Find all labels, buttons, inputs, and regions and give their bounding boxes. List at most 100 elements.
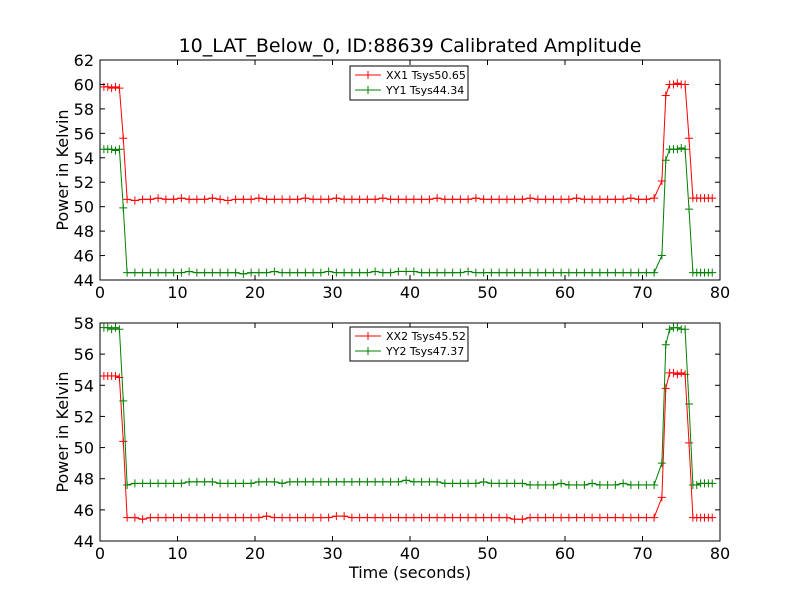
data-point xyxy=(254,194,263,203)
data-point xyxy=(495,195,504,204)
data-point xyxy=(161,268,170,277)
data-point xyxy=(371,477,380,486)
data-point xyxy=(223,513,232,522)
data-point xyxy=(270,195,279,204)
data-point xyxy=(386,513,395,522)
data-point xyxy=(510,479,519,488)
y-axis-label: Power in Kelvin xyxy=(53,109,72,230)
data-point xyxy=(526,480,535,489)
data-point xyxy=(208,513,217,522)
data-point xyxy=(619,479,628,488)
data-point xyxy=(588,268,597,277)
data-point xyxy=(340,512,349,521)
data-point xyxy=(177,479,186,488)
data-point xyxy=(146,195,155,204)
data-point xyxy=(332,477,341,486)
data-point xyxy=(309,513,318,522)
data-point xyxy=(247,268,256,277)
data-point xyxy=(471,479,480,488)
x-tick-label: 20 xyxy=(245,283,265,302)
data-point xyxy=(103,323,112,332)
data-point xyxy=(564,195,573,204)
data-point xyxy=(324,513,333,522)
data-point xyxy=(355,268,364,277)
data-point xyxy=(580,268,589,277)
data-point xyxy=(247,195,256,204)
data-point xyxy=(657,459,666,468)
data-point xyxy=(564,513,573,522)
data-point xyxy=(301,194,310,203)
data-point xyxy=(347,268,356,277)
data-point xyxy=(549,513,558,522)
data-point xyxy=(603,513,612,522)
data-point xyxy=(541,195,550,204)
data-point xyxy=(619,513,628,522)
data-point xyxy=(200,477,209,486)
data-point xyxy=(502,479,511,488)
data-point xyxy=(611,195,620,204)
data-point xyxy=(425,513,434,522)
data-point xyxy=(526,268,535,277)
data-point xyxy=(456,195,465,204)
data-point xyxy=(650,194,659,203)
y-tick-label: 58 xyxy=(74,100,94,119)
data-point xyxy=(123,513,132,522)
series-xx1 xyxy=(99,79,717,205)
data-point xyxy=(146,513,155,522)
data-point xyxy=(626,194,635,203)
x-tick-label: 30 xyxy=(322,544,342,563)
data-point xyxy=(611,268,620,277)
y-tick-label: 62 xyxy=(74,51,94,70)
data-point xyxy=(332,268,341,277)
data-point xyxy=(270,267,279,276)
data-point xyxy=(378,513,387,522)
data-point xyxy=(650,513,659,522)
data-point xyxy=(200,195,209,204)
data-point xyxy=(161,195,170,204)
data-point xyxy=(471,194,480,203)
y-tick-label: 44 xyxy=(74,532,94,551)
data-point xyxy=(464,513,473,522)
data-point xyxy=(363,513,372,522)
data-point xyxy=(223,268,232,277)
legend-label: XX2 Tsys45.52 xyxy=(386,330,466,343)
top-panel: 0 10 20 30 40 50 60 70 80 44 46 48 50 52 54 56 58 60 62 Pow… xyxy=(53,51,730,302)
data-point xyxy=(402,195,411,204)
data-point xyxy=(185,513,194,522)
data-point xyxy=(417,268,426,277)
data-point xyxy=(111,323,120,332)
legend-swatch-marker xyxy=(364,332,372,340)
y-tick-label: 50 xyxy=(74,198,94,217)
x-tick-label: 10 xyxy=(167,283,187,302)
data-point xyxy=(564,480,573,489)
data-point xyxy=(278,479,287,488)
data-point xyxy=(216,195,225,204)
data-point xyxy=(471,268,480,277)
data-point xyxy=(355,513,364,522)
bottom-panel: 0 10 20 30 40 50 60 70 80 44 46 48 50 52 54 56 58 Power i… xyxy=(53,314,730,563)
data-point xyxy=(549,268,558,277)
legend-box xyxy=(349,326,469,362)
data-point xyxy=(177,513,186,522)
legend-box xyxy=(349,65,469,101)
data-point xyxy=(285,195,294,204)
data-point xyxy=(138,479,147,488)
data-point xyxy=(572,194,581,203)
data-point xyxy=(223,479,232,488)
data-point xyxy=(650,268,659,277)
data-point xyxy=(378,477,387,486)
data-point xyxy=(425,195,434,204)
data-point xyxy=(464,195,473,204)
data-point xyxy=(119,134,128,143)
data-point xyxy=(595,195,604,204)
data-point xyxy=(262,512,271,521)
data-point xyxy=(611,480,620,489)
data-point xyxy=(510,195,519,204)
data-point xyxy=(541,480,550,489)
data-point xyxy=(673,370,682,379)
data-point xyxy=(510,515,519,524)
data-point xyxy=(564,268,573,277)
data-point xyxy=(216,479,225,488)
series-yy2 xyxy=(99,323,717,489)
